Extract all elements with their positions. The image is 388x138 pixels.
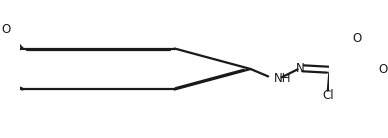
Text: N: N [296,62,305,75]
Text: NH: NH [274,72,291,85]
Text: O: O [353,32,362,45]
Text: O: O [1,23,10,36]
Text: O: O [379,63,388,76]
Text: Cl: Cl [322,89,334,102]
